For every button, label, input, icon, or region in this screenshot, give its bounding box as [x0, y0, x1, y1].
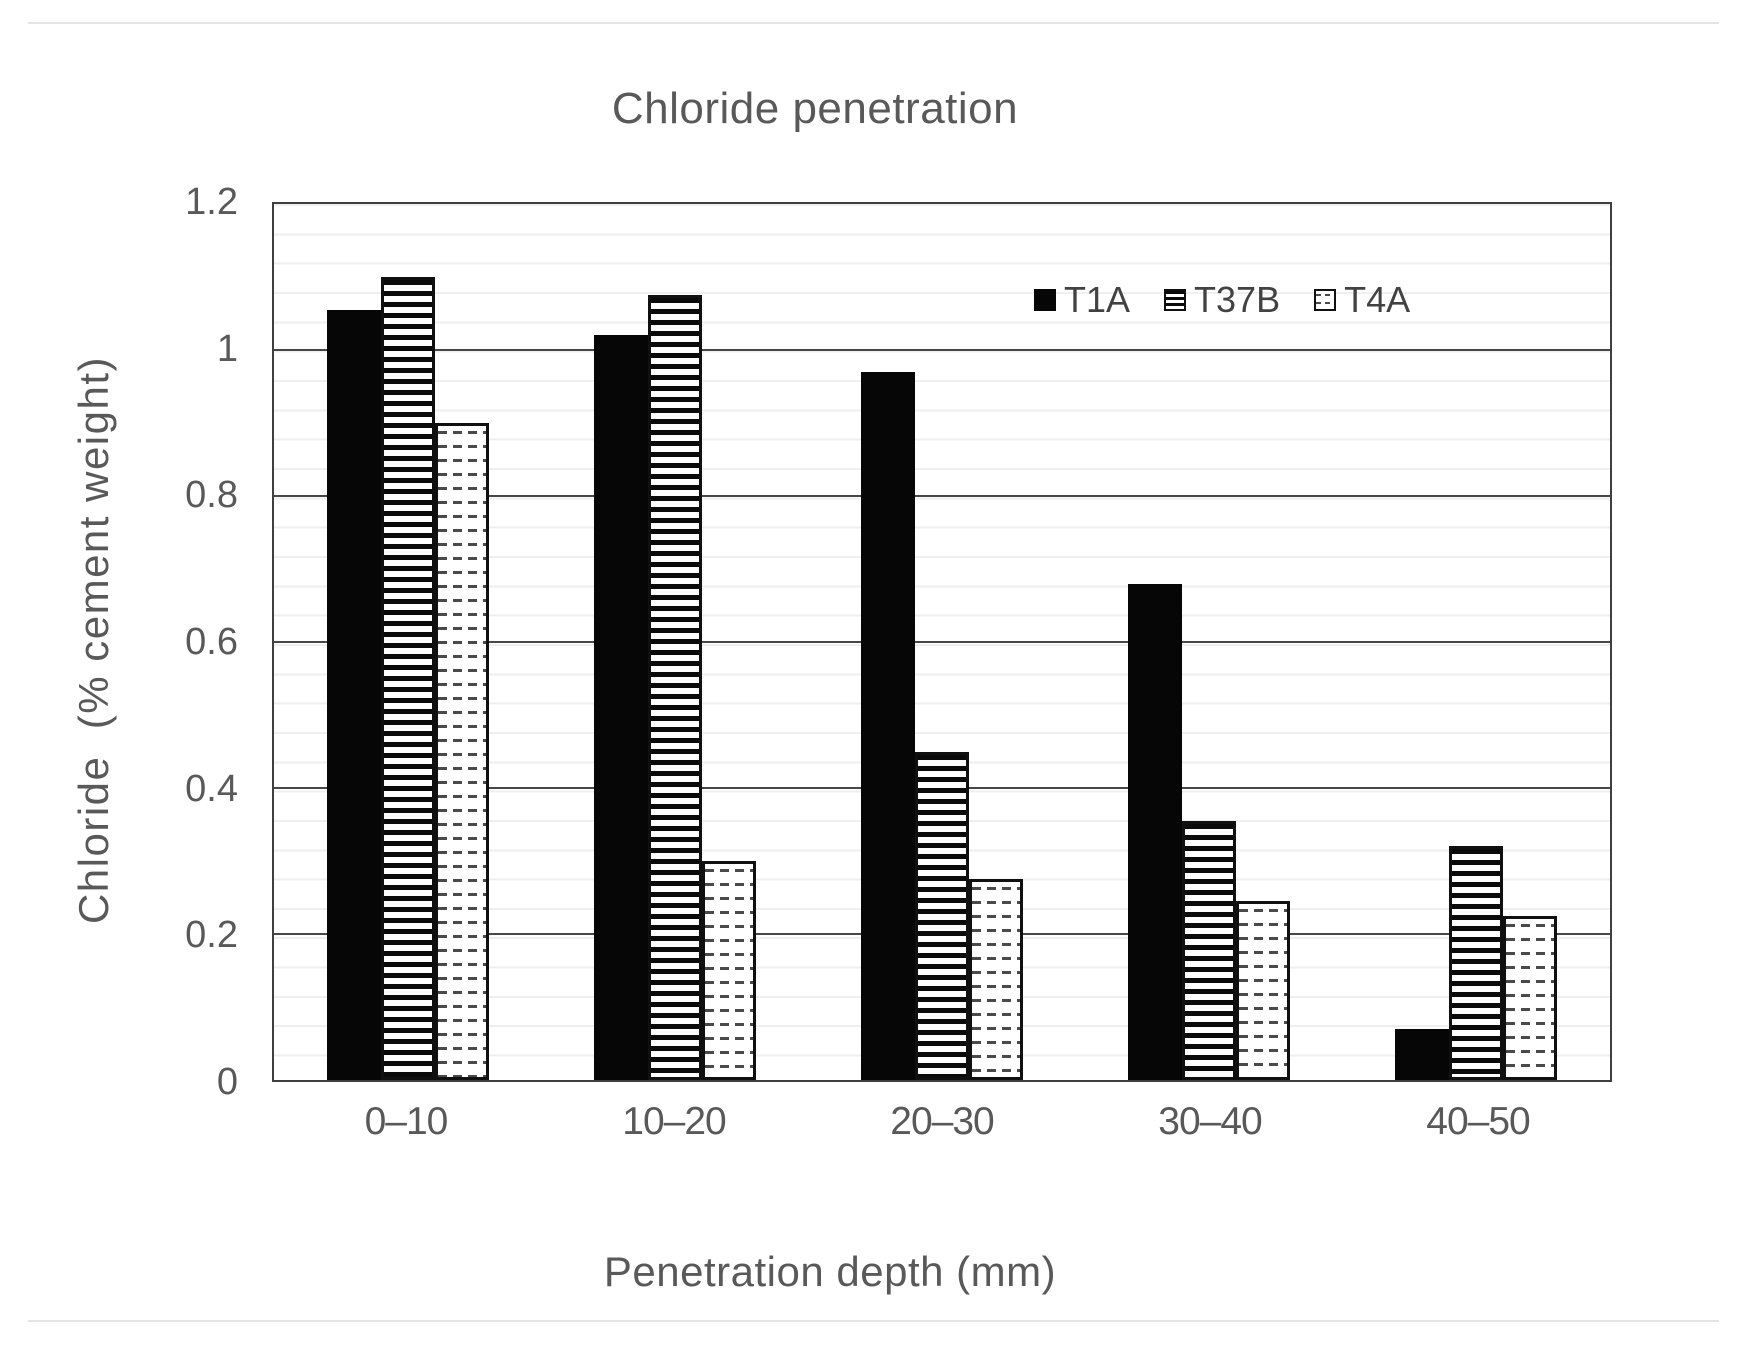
legend-swatch-T4A: [1314, 289, 1337, 311]
bar-T1A-10–20: [593, 335, 648, 1080]
bar-group-10–20: [541, 204, 808, 1080]
bar-group-0–10: [274, 204, 541, 1080]
page-top-divider: [28, 22, 1719, 24]
bar-group-40–50: [1343, 204, 1610, 1080]
legend-swatch-T37B: [1164, 289, 1187, 311]
bar-T1A-0–10: [326, 309, 381, 1080]
legend-item-T1A: T1A: [1034, 279, 1130, 321]
y-axis-tick-labels: 1.2 1 0.8 0.6 0.4 0.2 0: [110, 181, 238, 1103]
y-tick-label-1.2: 1.2: [185, 181, 238, 223]
legend-label-T1A: T1A: [1064, 279, 1131, 320]
bar-groups: [274, 204, 1610, 1080]
bar-T4A-40–50: [1503, 915, 1558, 1080]
legend-swatch-T1A: [1034, 289, 1056, 311]
legend-item-T37B: T37B: [1164, 279, 1280, 321]
bar-group-20–30: [808, 204, 1075, 1080]
bar-T4A-20–30: [969, 879, 1023, 1080]
x-category-label-0–10: 0–10: [364, 1100, 449, 1143]
bar-T37B-40–50: [1449, 846, 1504, 1080]
y-tick-label-0: 0: [216, 1061, 238, 1103]
plot-area: T1A T37B T4A: [272, 202, 1612, 1082]
bar-T37B-10–20: [647, 295, 702, 1080]
major-gridline-0.8: [274, 494, 1610, 497]
bar-T4A-0–10: [434, 423, 489, 1080]
x-category-label-40–50: 40–50: [1426, 1100, 1530, 1143]
legend: T1A T37B T4A: [1034, 278, 1410, 322]
x-category-label-10–20: 10–20: [622, 1100, 726, 1143]
y-tick-label-0.2: 0.2: [185, 914, 238, 957]
legend-label-T4A: T4A: [1344, 279, 1411, 320]
y-tick-label-0.6: 0.6: [185, 621, 238, 663]
bar-T37B-0–10: [380, 277, 435, 1080]
legend-item-T4A: T4A: [1314, 279, 1410, 321]
bar-group-30–40: [1076, 204, 1343, 1080]
chart-title: Chloride penetration: [611, 84, 1019, 133]
bar-T4A-10–20: [701, 861, 756, 1080]
legend-label-T37B: T37B: [1194, 279, 1281, 320]
x-category-label-30–40: 30–40: [1158, 1100, 1262, 1143]
y-tick-label-1: 1: [216, 327, 238, 370]
bar-T1A-20–30: [861, 371, 915, 1080]
bar-T37B-20–30: [915, 751, 969, 1080]
page-bottom-divider: [28, 1320, 1719, 1322]
x-axis-category-labels: 0–10 10–20 20–30 30–40 40–50: [272, 1100, 1612, 1144]
bar-T1A-30–40: [1128, 583, 1183, 1080]
bar-T37B-30–40: [1182, 820, 1237, 1080]
major-gridline-1: [274, 348, 1610, 351]
bar-T4A-30–40: [1236, 901, 1291, 1080]
y-tick-label-0.8: 0.8: [185, 474, 238, 517]
bar-T1A-40–50: [1395, 1028, 1450, 1080]
x-axis-title: Penetration depth (mm): [603, 1248, 1057, 1295]
x-category-label-20–30: 20–30: [890, 1100, 994, 1143]
major-gridline-0.6: [274, 641, 1610, 643]
y-tick-label-0.4: 0.4: [185, 767, 238, 810]
